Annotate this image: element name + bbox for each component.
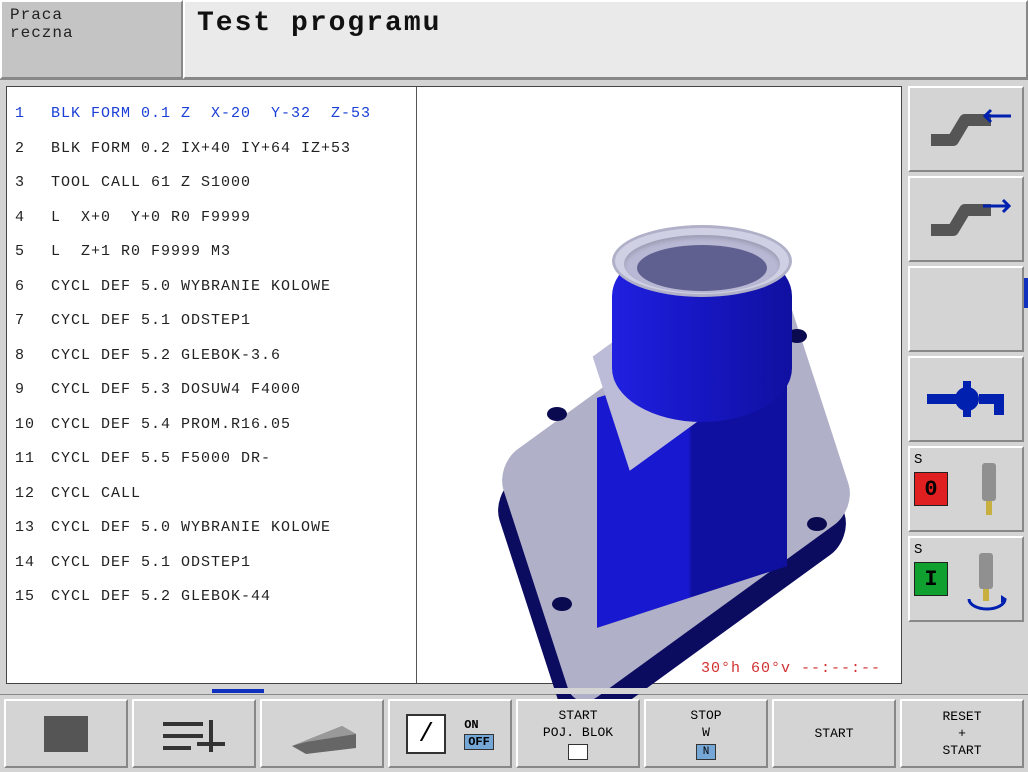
code-line-number: 11 — [15, 442, 41, 477]
softkey-6-line1: STOP — [690, 708, 721, 723]
page-title: Test programu — [183, 0, 1028, 79]
spindle-stop-icon — [966, 457, 1012, 521]
step-back-icon — [921, 104, 1011, 154]
code-line-number: 5 — [15, 235, 41, 270]
code-line[interactable]: 13 CYCL DEF 5.0 WYBRANIE KOLOWE — [15, 511, 408, 546]
code-line-number: 6 — [15, 270, 41, 305]
view-status: 30°h 60°v --:--:-- — [701, 660, 881, 677]
coolant-icon — [921, 371, 1011, 427]
code-line-text: TOOL CALL 61 Z S1000 — [41, 174, 251, 191]
spindle-start-label: S — [914, 542, 952, 562]
off-label: OFF — [464, 734, 494, 750]
code-line-text: CYCL DEF 5.3 DOSUW4 F4000 — [41, 381, 301, 398]
code-line[interactable]: 8 CYCL DEF 5.2 GLEBOK-3.6 — [15, 339, 408, 374]
code-line-number: 1 — [15, 97, 41, 132]
rail-spindle-stop[interactable]: S 0 — [908, 446, 1024, 532]
mode-label: Praca reczna — [0, 0, 183, 79]
softkey-view-lines[interactable] — [132, 699, 256, 768]
softkey-5-box — [568, 744, 588, 760]
softkey-reset-start[interactable]: RESET + START — [900, 699, 1024, 768]
softkey-start-single[interactable]: START POJ. BLOK — [516, 699, 640, 768]
code-line-text: CYCL DEF 5.0 WYBRANIE KOLOWE — [41, 278, 331, 295]
spindle-stop-label: S — [914, 452, 952, 472]
solid-icon — [44, 716, 88, 752]
code-line[interactable]: 7 CYCL DEF 5.1 ODSTEP1 — [15, 304, 408, 339]
code-line[interactable]: 10 CYCL DEF 5.4 PROM.R16.05 — [15, 408, 408, 443]
code-line-number: 7 — [15, 304, 41, 339]
code-line[interactable]: 1 BLK FORM 0.1 Z X-20 Y-32 Z-53 — [15, 97, 408, 132]
code-line-text: CYCL DEF 5.2 GLEBOK-3.6 — [41, 347, 281, 364]
page-indicator — [212, 689, 264, 693]
softkey-view-wedge[interactable] — [260, 699, 384, 768]
rail-btn-step-back[interactable] — [908, 86, 1024, 172]
code-line-text: CYCL DEF 5.4 PROM.R16.05 — [41, 416, 291, 433]
code-line-text: CYCL DEF 5.0 WYBRANIE KOLOWE — [41, 519, 331, 536]
code-line[interactable]: 5 L Z+1 R0 F9999 M3 — [15, 235, 408, 270]
code-line[interactable]: 4 L X+0 Y+0 R0 F9999 — [15, 201, 408, 236]
code-line-text: BLK FORM 0.1 Z X-20 Y-32 Z-53 — [41, 105, 371, 122]
softkey-8-line3: START — [942, 743, 981, 758]
code-line[interactable]: 6 CYCL DEF 5.0 WYBRANIE KOLOWE — [15, 270, 408, 305]
rail-btn-coolant[interactable] — [908, 356, 1024, 442]
code-line-number: 15 — [15, 580, 41, 615]
code-line-text: L X+0 Y+0 R0 F9999 — [41, 209, 251, 226]
code-line-number: 13 — [15, 511, 41, 546]
rail-btn-empty[interactable] — [908, 266, 1024, 352]
spindle-stop-value: 0 — [914, 472, 948, 506]
code-line-text: CYCL DEF 5.1 ODSTEP1 — [41, 554, 251, 571]
code-line-text: L Z+1 R0 F9999 M3 — [41, 243, 231, 260]
rail-btn-step-fwd[interactable] — [908, 176, 1024, 262]
code-line-text: BLK FORM 0.2 IX+40 IY+64 IZ+53 — [41, 140, 351, 157]
code-line-text: CYCL CALL — [41, 485, 141, 502]
code-line-number: 10 — [15, 408, 41, 443]
code-line-number: 4 — [15, 201, 41, 236]
softkey-5-line2: POJ. BLOK — [543, 725, 613, 740]
3d-preview[interactable]: 30°h 60°v --:--:-- — [417, 87, 901, 683]
code-line[interactable]: 2 BLK FORM 0.2 IX+40 IY+64 IZ+53 — [15, 132, 408, 167]
softkey-view-solid[interactable] — [4, 699, 128, 768]
code-line-number: 2 — [15, 132, 41, 167]
code-line-text: CYCL DEF 5.2 GLEBOK-44 — [41, 588, 271, 605]
code-line[interactable]: 9 CYCL DEF 5.3 DOSUW4 F4000 — [15, 373, 408, 408]
code-line[interactable]: 14 CYCL DEF 5.1 ODSTEP1 — [15, 546, 408, 581]
scroll-indicator — [1024, 278, 1028, 308]
softkey-5-line1: START — [558, 708, 597, 723]
rail-spindle-start[interactable]: S I — [908, 536, 1024, 622]
code-line[interactable]: 15 CYCL DEF 5.2 GLEBOK-44 — [15, 580, 408, 615]
code-line[interactable]: 12 CYCL CALL — [15, 477, 408, 512]
code-line[interactable]: 11 CYCL DEF 5.5 F5000 DR- — [15, 442, 408, 477]
part-3d — [477, 157, 857, 667]
softkey-stop[interactable]: STOP W N — [644, 699, 768, 768]
code-line[interactable]: 3 TOOL CALL 61 Z S1000 — [15, 166, 408, 201]
softkey-8-line1: RESET — [942, 709, 981, 724]
on-label: ON — [464, 718, 478, 732]
slash-icon: / — [406, 714, 446, 754]
wedge-icon — [282, 712, 362, 756]
code-line-number: 9 — [15, 373, 41, 408]
code-line-number: 14 — [15, 546, 41, 581]
code-line-number: 8 — [15, 339, 41, 374]
program-listing[interactable]: 1 BLK FORM 0.1 Z X-20 Y-32 Z-532 BLK FOR… — [7, 87, 417, 683]
spindle-start-value: I — [914, 562, 948, 596]
lines-icon — [159, 714, 229, 754]
code-line-text: CYCL DEF 5.5 F5000 DR- — [41, 450, 271, 467]
code-line-text: CYCL DEF 5.1 ODSTEP1 — [41, 312, 251, 329]
softkey-7-label: START — [814, 726, 853, 741]
step-fwd-icon — [921, 194, 1011, 244]
code-line-number: 12 — [15, 477, 41, 512]
softkey-6-box: N — [696, 744, 716, 760]
softkey-6-line2: W — [702, 725, 710, 740]
softkey-8-line2: + — [958, 726, 966, 741]
softkey-block-skip[interactable]: / ON OFF — [388, 699, 512, 768]
spindle-start-icon — [961, 547, 1017, 611]
code-line-number: 3 — [15, 166, 41, 201]
softkey-start[interactable]: START — [772, 699, 896, 768]
